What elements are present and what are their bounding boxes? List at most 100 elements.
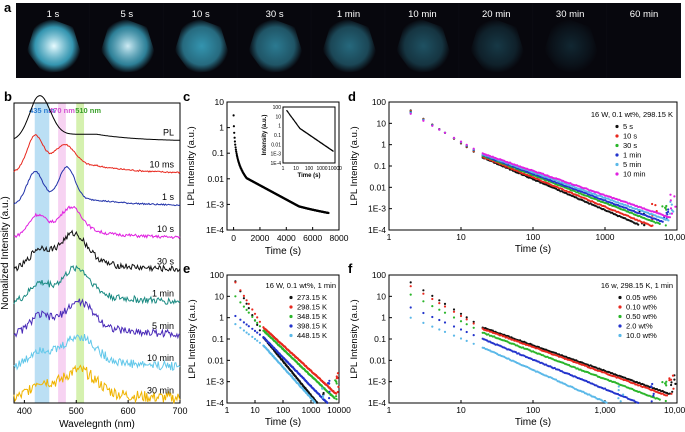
glowing-sample	[396, 19, 451, 73]
data-point	[537, 345, 540, 349]
data-point	[658, 398, 661, 401]
x-axis-label: Time (s)	[515, 244, 551, 255]
y-tick-label: 100	[372, 97, 386, 107]
data-point	[409, 293, 412, 296]
legend-label: 298.15 K	[297, 303, 327, 312]
wavelength-band	[58, 103, 66, 403]
data-point	[233, 136, 236, 139]
data-point	[666, 213, 669, 216]
data-point	[514, 351, 517, 354]
legend-label: 30 s	[623, 141, 637, 150]
data-point	[438, 328, 441, 331]
x-tick-label: 0	[231, 233, 236, 243]
data-point	[328, 397, 331, 400]
data-point	[242, 305, 245, 308]
data-point	[422, 119, 425, 122]
data-point	[664, 399, 667, 403]
glowing-sample	[544, 19, 599, 73]
data-point	[431, 294, 434, 297]
data-point	[625, 207, 628, 210]
data-point	[258, 325, 261, 328]
data-point	[670, 203, 673, 206]
y-tick-label: 0.1	[374, 161, 386, 171]
data-point	[452, 325, 456, 328]
data-point	[651, 202, 654, 206]
data-point	[465, 318, 468, 321]
series-label: 1 min	[152, 289, 174, 299]
data-point	[664, 224, 667, 227]
inset-x-tick-label: 10000	[328, 166, 342, 172]
data-point	[322, 394, 325, 397]
legend-marker	[615, 162, 619, 167]
x-tick-label: 6000	[303, 233, 322, 243]
spectrum-line	[13, 364, 181, 404]
data-point	[667, 208, 670, 211]
photo-frame: 1 s	[16, 3, 89, 78]
data-point	[422, 289, 425, 292]
data-point	[664, 206, 667, 209]
data-point	[438, 299, 441, 302]
x-axis-label: Time (s)	[265, 417, 301, 428]
data-point	[232, 125, 235, 128]
data-point	[234, 295, 237, 298]
data-point	[465, 323, 468, 326]
legend-label: 5 min	[623, 160, 641, 169]
data-point	[672, 387, 675, 390]
data-point	[438, 302, 441, 305]
legend-label: 273.15 K	[297, 293, 327, 302]
data-point	[595, 374, 598, 377]
data-point	[651, 224, 654, 227]
data-point	[245, 308, 248, 311]
y-tick-label: 1E-4	[368, 225, 386, 235]
panel-letter-c: c	[183, 89, 190, 104]
data-point	[326, 401, 329, 404]
legend-label: 10 s	[623, 132, 637, 141]
inset-x-tick-label: 1000	[316, 166, 327, 172]
data-point	[256, 339, 259, 342]
data-point	[239, 289, 242, 292]
data-point	[409, 281, 412, 284]
legend-label: 398.15 K	[297, 322, 327, 331]
data-point	[555, 378, 558, 381]
data-point	[256, 331, 259, 334]
inset-data-point	[332, 150, 334, 152]
y-tick-label: 1	[381, 313, 386, 323]
y-axis-label: LPL Intensity (a.u.)	[187, 299, 198, 378]
data-point	[443, 131, 447, 134]
data-point	[258, 341, 261, 344]
x-tick-label: 700	[172, 406, 187, 416]
data-point	[671, 390, 674, 393]
data-point	[409, 112, 412, 115]
y-tick-label: 1E-3	[206, 377, 224, 387]
data-point	[316, 401, 319, 404]
data-point	[661, 220, 664, 223]
legend-marker	[615, 153, 619, 157]
data-point	[443, 330, 447, 333]
y-tick-label: 1E-4	[206, 225, 224, 235]
inset-y-tick-label: 1E-4	[270, 161, 281, 167]
series-label: 30 min	[147, 385, 174, 395]
glowing-sample	[26, 19, 81, 73]
y-tick-label: 10	[215, 291, 225, 301]
legend-marker	[618, 305, 622, 309]
photo-frame: 20 min	[459, 3, 533, 78]
data-point	[234, 148, 237, 151]
data-point	[670, 209, 674, 212]
legend-marker	[615, 172, 619, 176]
series-label: 30 s	[157, 256, 175, 266]
data-point	[668, 377, 671, 380]
y-tick-label: 0.01	[207, 355, 224, 365]
legend-label: 2.0 wt%	[626, 322, 653, 331]
y-tick-label: 1E-3	[368, 377, 386, 387]
data-point	[251, 308, 254, 311]
x-tick-label: 10,000	[664, 232, 685, 242]
data-point	[321, 396, 325, 399]
data-point	[443, 305, 447, 308]
data-point	[605, 401, 608, 404]
inset-y-tick-label: 1	[278, 124, 281, 130]
data-point	[452, 316, 456, 319]
y-tick-label: 1	[219, 313, 224, 323]
data-point	[253, 312, 257, 315]
legend-marker	[289, 314, 293, 319]
data-point	[247, 325, 250, 328]
